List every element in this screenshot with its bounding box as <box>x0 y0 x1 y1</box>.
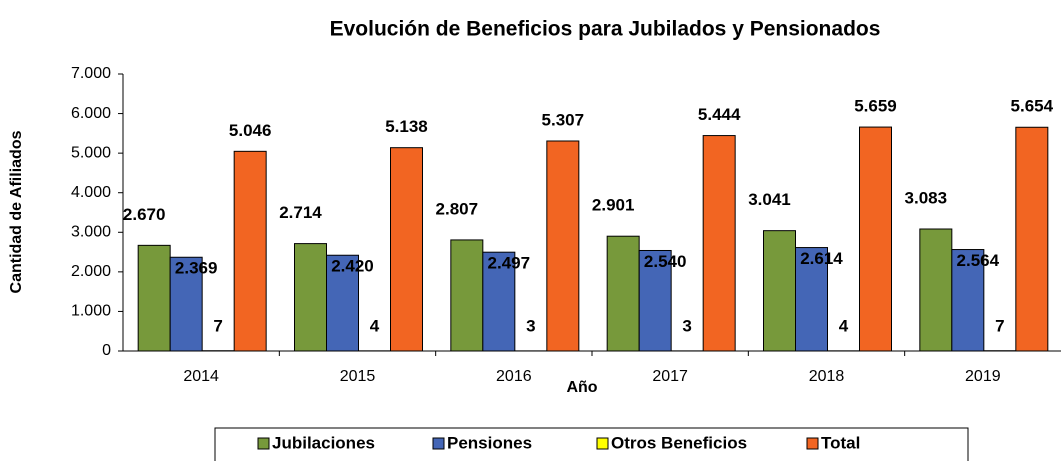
data-label: 3.083 <box>905 188 948 207</box>
x-tick-label: 2017 <box>652 368 688 385</box>
legend-swatch <box>806 437 819 450</box>
data-label: 2.369 <box>175 259 218 278</box>
data-label: 2.714 <box>279 203 322 222</box>
data-label: 4 <box>370 316 380 335</box>
legend-box <box>214 427 969 461</box>
bar <box>294 243 327 352</box>
bar <box>450 239 484 352</box>
legend-label: Pensiones <box>447 433 532 452</box>
legend-label: Jubilaciones <box>272 433 375 452</box>
data-label: 7 <box>995 316 1004 335</box>
data-label: 2.901 <box>592 196 635 215</box>
bar <box>795 247 828 352</box>
y-tick-label: 2.000 <box>71 263 111 280</box>
data-label: 5.307 <box>542 110 585 129</box>
data-label: 5.138 <box>385 117 428 136</box>
bar <box>546 140 580 352</box>
data-label: 3 <box>682 316 691 335</box>
y-tick-label: 7.000 <box>71 65 111 82</box>
data-label: 2.614 <box>800 249 843 268</box>
bar <box>638 249 672 352</box>
bar <box>169 256 203 352</box>
data-label: 2.497 <box>488 254 531 273</box>
x-axis-label: Año <box>566 379 597 396</box>
bar <box>482 251 516 352</box>
x-tick-label: 2014 <box>183 368 219 385</box>
data-label: 3.041 <box>748 190 791 209</box>
bar <box>326 254 359 352</box>
data-label: 5.444 <box>698 105 741 124</box>
x-tick-label: 2018 <box>809 368 845 385</box>
bar <box>233 150 267 352</box>
data-label: 5.659 <box>854 97 897 116</box>
y-tick-label: 5.000 <box>71 144 111 161</box>
bar <box>763 230 796 352</box>
legend-label: Total <box>821 433 860 452</box>
y-tick-label: 1.000 <box>71 303 111 320</box>
y-tick-label: 6.000 <box>71 105 111 122</box>
data-label: 7 <box>213 316 222 335</box>
bar <box>606 235 640 352</box>
bar <box>859 126 892 352</box>
y-tick-label: 3.000 <box>71 224 111 241</box>
chart-title: Evolución de Beneficios para Jubilados y… <box>330 18 881 41</box>
data-label: 2.564 <box>957 251 1000 270</box>
legend-label: Otros Beneficios <box>611 433 747 452</box>
legend-swatch <box>596 437 609 450</box>
bar <box>951 249 985 352</box>
x-tick-label: 2019 <box>965 368 1001 385</box>
data-label: 5.046 <box>229 121 272 140</box>
data-label: 2.670 <box>123 205 166 224</box>
y-tick-label: 4.000 <box>71 184 111 201</box>
bar <box>137 244 171 352</box>
x-tick-label: 2016 <box>496 368 532 385</box>
data-label: 4 <box>839 316 849 335</box>
bar <box>702 135 736 352</box>
bar <box>390 147 423 352</box>
data-label: 2.807 <box>436 199 479 218</box>
y-tick-label: 0 <box>102 342 111 359</box>
bar <box>919 228 953 352</box>
legend-swatch <box>432 437 445 450</box>
data-label: 2.420 <box>331 257 374 276</box>
x-tick-label: 2015 <box>340 368 376 385</box>
bar <box>1015 126 1049 352</box>
data-label: 3 <box>526 316 535 335</box>
y-axis-label: Cantidad de Afiliados <box>8 130 25 293</box>
data-label: 5.654 <box>1011 97 1054 116</box>
legend-swatch <box>257 437 270 450</box>
data-label: 2.540 <box>644 252 687 271</box>
